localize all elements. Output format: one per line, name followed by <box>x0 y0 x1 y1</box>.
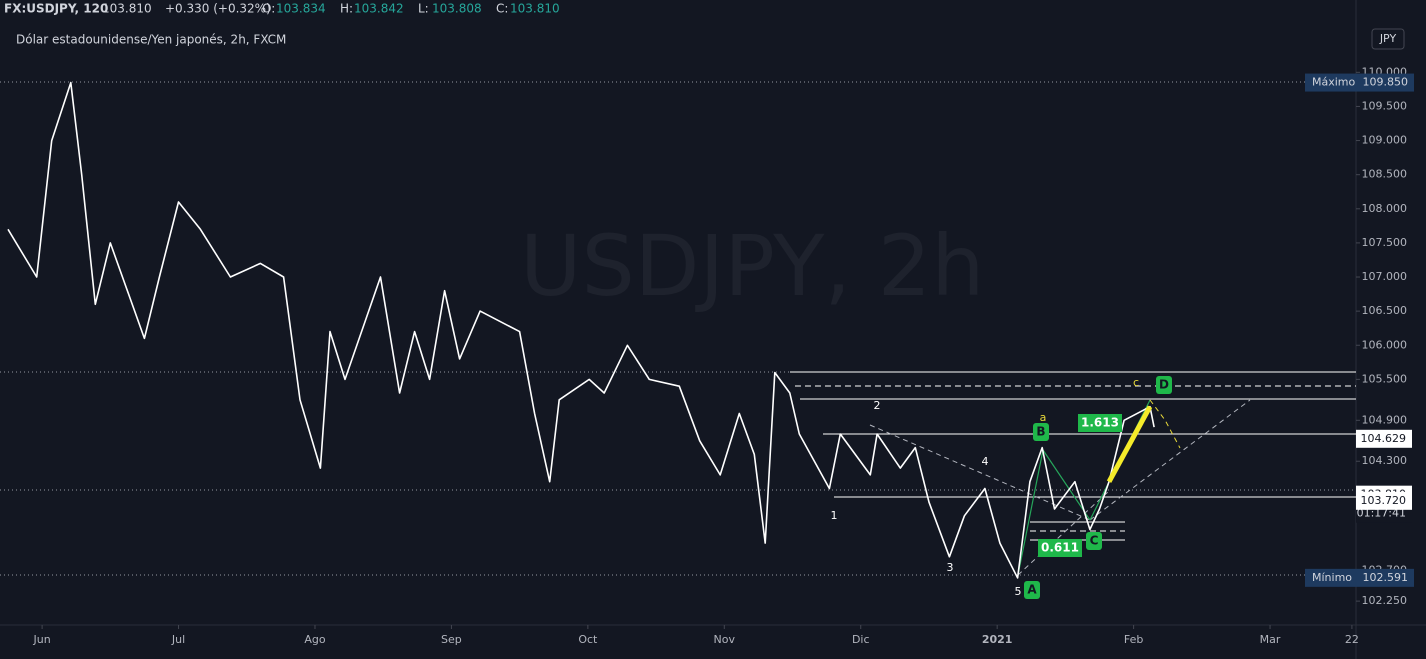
trend-line <box>1089 399 1251 521</box>
ohlc-value: 103.834 <box>276 2 326 16</box>
currency-box <box>1371 28 1405 50</box>
price-label-name: Máximo <box>1312 76 1356 89</box>
chart-title: Dólar estadounidense/Yen japonés, 2h, FX… <box>16 33 286 47</box>
ratio-label: 1.613 <box>1081 416 1119 430</box>
x-tick-label: Jul <box>171 633 185 646</box>
price-line <box>7 81 1155 579</box>
x-tick-label: 22 <box>1345 633 1359 646</box>
x-tick-label: Jun <box>33 633 51 646</box>
pattern-line <box>1017 449 1044 576</box>
y-tick-label: 104.300 <box>1362 454 1408 467</box>
x-tick-label: Mar <box>1260 633 1281 646</box>
currency: JPY <box>1379 32 1397 45</box>
ohlc-key: O: <box>262 2 275 16</box>
wave-label: c <box>1133 376 1139 389</box>
ohlc-value: 103.810 <box>510 2 560 16</box>
ratio-box <box>1078 414 1122 432</box>
price-label: 103.720 <box>1361 494 1407 507</box>
price-label-name: Mínimo <box>1312 571 1352 584</box>
watermark: USDJPY, 2h <box>520 217 984 315</box>
y-tick-label: 107.500 <box>1362 236 1408 249</box>
x-tick-label: Oct <box>578 633 598 646</box>
ohlc-value: 103.842 <box>354 2 404 16</box>
point-marker <box>1086 532 1102 550</box>
pattern-line <box>1042 449 1091 521</box>
y-tick-label: 106.500 <box>1362 304 1408 317</box>
point-marker <box>1024 581 1040 599</box>
price-label: 109.850 <box>1363 76 1409 89</box>
y-tick-label: 106.000 <box>1362 338 1408 351</box>
y-tick-label: 104.900 <box>1362 413 1408 426</box>
y-tick-label: 105.500 <box>1362 372 1408 385</box>
change: +0.330 (+0.32%) <box>165 2 271 16</box>
ratio-label: 0.611 <box>1041 541 1079 555</box>
highlight <box>1106 405 1153 483</box>
ohlc-key: L: <box>418 2 429 16</box>
projection <box>1149 399 1181 449</box>
wave-label: 1 <box>831 509 838 522</box>
x-tick-label: Ago <box>304 633 326 646</box>
x-tick-label: Dic <box>852 633 870 646</box>
point-marker <box>1156 376 1172 394</box>
price-label-box <box>1305 568 1414 587</box>
point-label: A <box>1027 583 1037 597</box>
ohlc-value: 103.808 <box>432 2 482 16</box>
symbol: FX:USDJPY, 120 <box>4 2 108 16</box>
price-label: 104.629 <box>1361 432 1407 445</box>
trend-line <box>1017 489 1111 576</box>
ratio-box <box>1038 539 1082 557</box>
price-label-box <box>1356 429 1412 448</box>
wave-label: 4 <box>982 455 989 468</box>
price-label: 102.591 <box>1363 571 1409 584</box>
x-tick-label: 2021 <box>982 633 1013 646</box>
y-tick-label: 102.250 <box>1362 594 1408 607</box>
wave-label: 5 <box>1015 585 1022 598</box>
point-label: B <box>1036 425 1045 439</box>
y-tick-label: 109.500 <box>1362 99 1408 112</box>
wave-label: a <box>1040 411 1047 424</box>
point-label: D <box>1159 378 1169 392</box>
y-tick-label: 108.000 <box>1362 202 1408 215</box>
point-marker <box>1033 423 1049 441</box>
wave-label: 3 <box>947 561 954 574</box>
last-price: 103.810 <box>102 2 152 16</box>
x-tick-label: Feb <box>1124 633 1143 646</box>
y-tick-label: 108.500 <box>1362 168 1408 181</box>
x-tick-label: Sep <box>441 633 462 646</box>
price-label-box <box>1356 491 1412 510</box>
header: FX:USDJPY, 120 103.810 +0.330 (+0.32%) O… <box>4 2 560 16</box>
countdown: 01:17:41 <box>1357 507 1406 520</box>
ohlc-key: C: <box>496 2 508 16</box>
y-tick-label: 109.000 <box>1362 134 1408 147</box>
point-label: C <box>1090 534 1099 548</box>
ohlc-key: H: <box>340 2 353 16</box>
wave-label: 2 <box>874 399 881 412</box>
x-tick-label: Nov <box>714 633 736 646</box>
price-label-box <box>1305 73 1414 92</box>
y-tick-label: 107.000 <box>1362 270 1408 283</box>
